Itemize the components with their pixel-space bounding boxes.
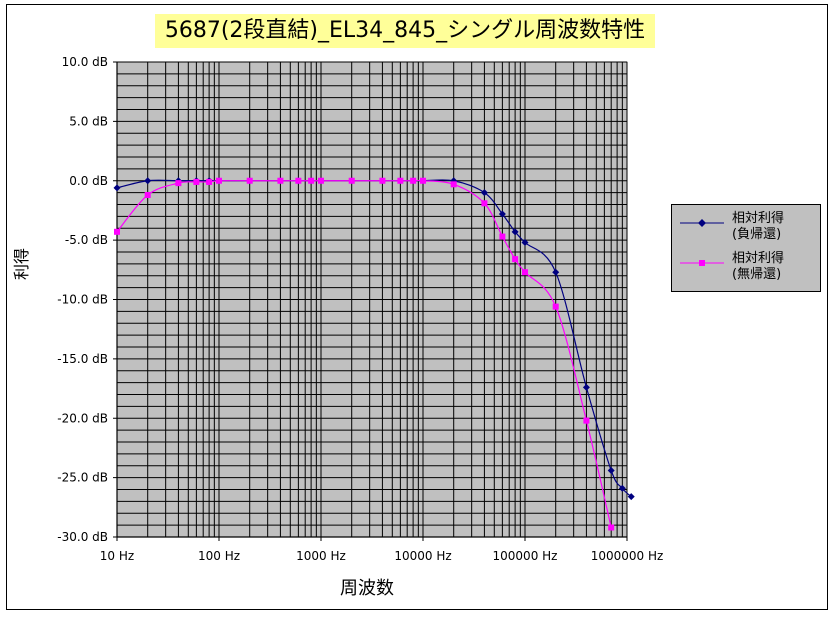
series-point-1 xyxy=(277,177,284,184)
x-tick-label: 100000 Hz xyxy=(493,549,558,563)
series-point-0 xyxy=(113,184,121,192)
series-point-0 xyxy=(618,484,626,492)
y-tick-label: -25.0 dB xyxy=(57,471,108,485)
series-point-1 xyxy=(295,177,302,184)
series-point-1 xyxy=(114,228,120,235)
y-tick-label: -30.0 dB xyxy=(57,530,108,544)
series-point-1 xyxy=(318,177,324,184)
legend-label-no-feedback: 相対利得 (無帰還) xyxy=(732,251,785,282)
series-point-0 xyxy=(521,239,529,246)
series-point-1 xyxy=(308,177,315,184)
x-tick-label: 1000000 Hz xyxy=(591,549,664,563)
x-tick-label: 1000 Hz xyxy=(296,549,346,563)
legend: 相対利得 (負帰還) 相対利得 (無帰還) xyxy=(671,204,821,292)
x-tick-label: 10000 Hz xyxy=(394,549,451,563)
legend-swatch-no-feedback xyxy=(680,260,724,266)
legend-label-feedback: 相対利得 (負帰還) xyxy=(732,211,785,242)
y-tick-label: -5.0 dB xyxy=(65,233,108,247)
y-tick-label: -10.0 dB xyxy=(57,293,108,307)
series-point-1 xyxy=(481,200,488,207)
x-axis-label: 周波数 xyxy=(340,578,394,599)
y-tick-label: 5.0 dB xyxy=(69,114,108,128)
series-point-0 xyxy=(582,383,590,391)
series-point-1 xyxy=(552,303,559,310)
series-point-1 xyxy=(379,177,386,184)
series-point-1 xyxy=(206,178,213,185)
series-point-1 xyxy=(522,269,528,276)
series-point-1 xyxy=(175,180,182,187)
series-point-1 xyxy=(420,177,426,184)
series-point-1 xyxy=(144,192,151,198)
series-point-1 xyxy=(348,177,355,184)
series-point-0 xyxy=(480,189,488,197)
series-point-0 xyxy=(627,493,635,501)
series-point-0 xyxy=(511,228,519,236)
x-tick-label: 100 Hz xyxy=(198,549,240,563)
series-point-1 xyxy=(397,177,404,184)
legend-swatch-feedback xyxy=(680,219,724,227)
series-point-0 xyxy=(607,467,615,474)
series-point-1 xyxy=(608,524,615,531)
legend-item-no-feedback: 相対利得 (無帰還) xyxy=(678,251,818,287)
series-point-1 xyxy=(499,233,506,240)
y-tick-label: -20.0 dB xyxy=(57,411,108,425)
series-point-1 xyxy=(246,177,253,184)
series-point-0 xyxy=(498,210,506,218)
series-point-1 xyxy=(450,181,457,188)
series-point-1 xyxy=(216,177,222,184)
x-tick-label: 10 Hz xyxy=(100,549,134,563)
series-point-1 xyxy=(583,417,590,424)
series-point-1 xyxy=(410,177,417,184)
y-tick-label: 0.0 dB xyxy=(69,174,108,188)
series-point-1 xyxy=(193,178,200,185)
y-tick-label: 10.0 dB xyxy=(62,55,108,69)
y-tick-label: -15.0 dB xyxy=(57,352,108,366)
legend-item-feedback: 相対利得 (負帰還) xyxy=(678,211,818,247)
series-point-0 xyxy=(144,177,152,185)
series-point-1 xyxy=(512,256,519,263)
chart-title: 5687(2段直結)_EL34_845_シングル周波数特性 xyxy=(155,14,655,48)
series-point-0 xyxy=(552,268,560,276)
